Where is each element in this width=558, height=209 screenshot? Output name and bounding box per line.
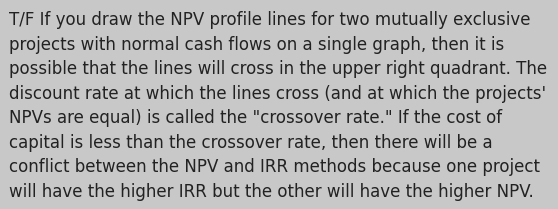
Text: conflict between the NPV and IRR methods because one project: conflict between the NPV and IRR methods…	[9, 158, 540, 176]
Text: NPVs are equal) is called the "crossover rate." If the cost of: NPVs are equal) is called the "crossover…	[9, 109, 502, 127]
Text: discount rate at which the lines cross (and at which the projects': discount rate at which the lines cross (…	[9, 85, 546, 103]
Text: possible that the lines will cross in the upper right quadrant. The: possible that the lines will cross in th…	[9, 60, 547, 78]
Text: T/F If you draw the NPV profile lines for two mutually exclusive: T/F If you draw the NPV profile lines fo…	[9, 11, 531, 29]
Text: capital is less than the crossover rate, then there will be a: capital is less than the crossover rate,…	[9, 134, 493, 152]
Text: projects with normal cash flows on a single graph, then it is: projects with normal cash flows on a sin…	[9, 36, 504, 54]
Text: will have the higher IRR but the other will have the higher NPV.: will have the higher IRR but the other w…	[9, 183, 533, 201]
